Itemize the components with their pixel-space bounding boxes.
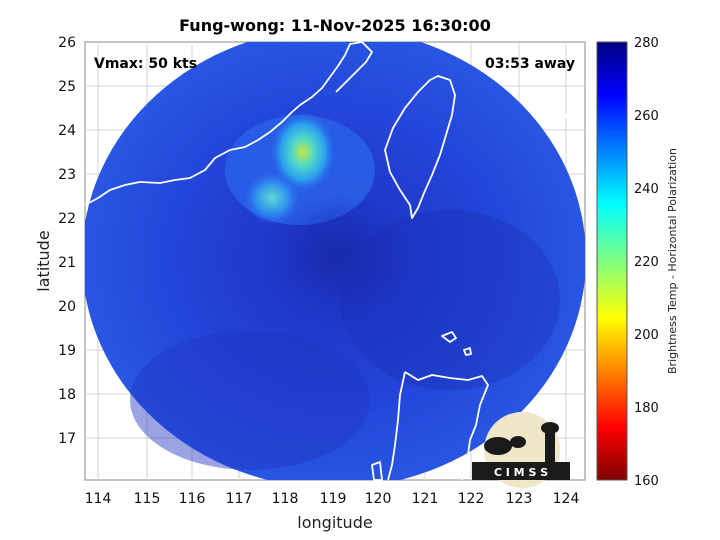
x-tick-label: 117 [226, 491, 253, 507]
x-tick-label: 119 [320, 491, 347, 507]
x-tick-label: 124 [553, 491, 580, 507]
x-axis-label: longitude [297, 513, 372, 532]
island-4 [569, 103, 583, 115]
x-tick-label: 121 [412, 491, 439, 507]
x-tick-label: 114 [85, 491, 112, 507]
colorbar-ticks: 280 260 240 220 200 180 160 [634, 36, 659, 489]
china-coast [84, 41, 373, 206]
island-1 [441, 331, 457, 343]
y-tick-label: 21 [58, 255, 76, 271]
colorbar-tick-label: 160 [634, 474, 659, 489]
time-away-label: 03:53 away [485, 56, 575, 72]
colorbar [596, 41, 628, 481]
island-5 [371, 461, 383, 481]
y-tick-label: 25 [58, 79, 76, 95]
colorbar-tick-label: 240 [634, 182, 659, 197]
y-tick-label: 24 [58, 123, 76, 139]
x-tick-label: 118 [272, 491, 299, 507]
cimss-logo-text: C I M S S [494, 466, 548, 479]
colorbar-label: Brightness Temp - Horizontal Polarizatio… [666, 148, 679, 374]
island-3 [551, 109, 567, 120]
y-tick-label: 22 [58, 211, 76, 227]
x-tick-label: 116 [179, 491, 206, 507]
chart-title: Fung-wong: 11-Nov-2025 16:30:00 [179, 16, 491, 35]
x-tick-labels: 114 115 116 117 118 119 120 121 122 123 … [85, 491, 580, 507]
y-tick-label: 19 [58, 343, 76, 359]
taiwan-coast [384, 75, 456, 219]
colorbar-tick-label: 180 [634, 401, 659, 416]
brightness-temp-swath [85, 42, 585, 480]
x-tick-label: 123 [506, 491, 533, 507]
cimss-logo: C I M S S [472, 412, 570, 488]
philippines-coast [387, 371, 489, 481]
colorbar-tick-label: 200 [634, 328, 659, 343]
y-axis-label: latitude [34, 230, 53, 291]
y-tick-label: 26 [58, 35, 76, 51]
coastlines [84, 41, 583, 481]
y-tick-label: 17 [58, 431, 76, 447]
y-tick-label: 20 [58, 299, 76, 315]
y-tick-label: 23 [58, 167, 76, 183]
colorbar-tick-label: 260 [634, 109, 659, 124]
x-tick-label: 122 [458, 491, 485, 507]
y-tick-labels: 17 18 19 20 21 22 23 24 25 26 [58, 35, 76, 447]
vmax-label: Vmax: 50 kts [94, 56, 197, 72]
colorbar-tick-label: 220 [634, 255, 659, 270]
x-tick-label: 115 [134, 491, 161, 507]
y-tick-label: 18 [58, 387, 76, 403]
island-2 [463, 347, 472, 356]
colorbar-tick-label: 280 [634, 36, 659, 51]
x-tick-label: 120 [365, 491, 392, 507]
